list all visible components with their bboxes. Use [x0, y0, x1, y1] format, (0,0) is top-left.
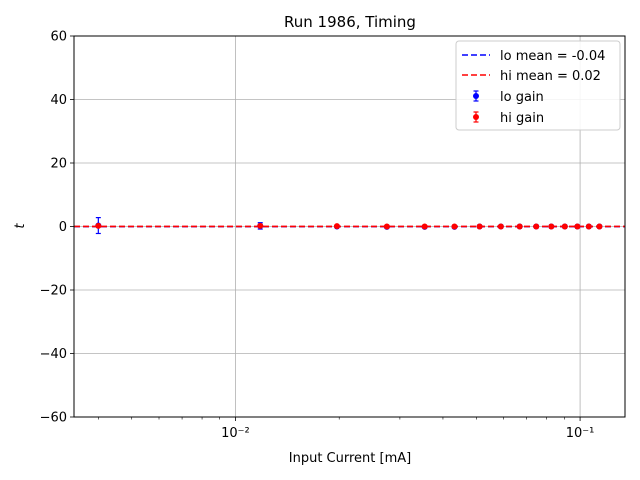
data-point	[333, 223, 340, 230]
y-tick-label: −40	[40, 347, 67, 362]
data-point	[451, 223, 458, 230]
data-point	[476, 223, 483, 230]
data-layer	[74, 217, 625, 235]
chart-title: Run 1986, Timing	[284, 13, 416, 31]
data-point	[585, 223, 592, 230]
y-tick-label: 0	[59, 220, 67, 235]
data-point	[548, 223, 555, 230]
data-point	[574, 223, 581, 230]
series-hi-gain	[95, 222, 603, 230]
legend-lo-gain-label: lo gain	[500, 90, 544, 105]
y-tick-label: 60	[50, 30, 67, 45]
x-tick-label: 10⁻²	[221, 426, 250, 441]
legend-lo-gain-swatch	[473, 90, 479, 102]
data-point	[561, 223, 568, 230]
tick-layer: −60 −40 −20 0 20 40 60 10⁻² 10⁻¹	[40, 30, 595, 442]
y-tick-label: 40	[50, 93, 67, 108]
data-point	[421, 223, 428, 230]
data-point	[95, 222, 102, 229]
x-axis-title: Input Current [mA]	[289, 451, 411, 466]
data-point	[383, 223, 390, 230]
series-lo-gain	[95, 217, 603, 235]
data-point	[497, 223, 504, 230]
x-tick-label: 10⁻¹	[566, 426, 595, 441]
legend-hi-gain-swatch	[473, 111, 479, 123]
legend-box	[455, 40, 621, 131]
legend: lo mean = -0.04 hi mean = 0.02 lo gain h…	[455, 40, 621, 131]
data-point	[533, 223, 540, 230]
legend-lo-mean-label: lo mean = -0.04	[500, 49, 605, 64]
y-tick-label: −60	[40, 411, 67, 426]
legend-hi-gain-label: hi gain	[500, 111, 544, 126]
y-axis-title: t	[13, 223, 28, 229]
data-point	[516, 223, 523, 230]
data-point	[596, 223, 603, 230]
legend-hi-mean-label: hi mean = 0.02	[500, 69, 601, 84]
data-point	[257, 222, 264, 229]
y-tick-label: 20	[50, 157, 67, 172]
y-tick-label: −20	[40, 284, 67, 299]
